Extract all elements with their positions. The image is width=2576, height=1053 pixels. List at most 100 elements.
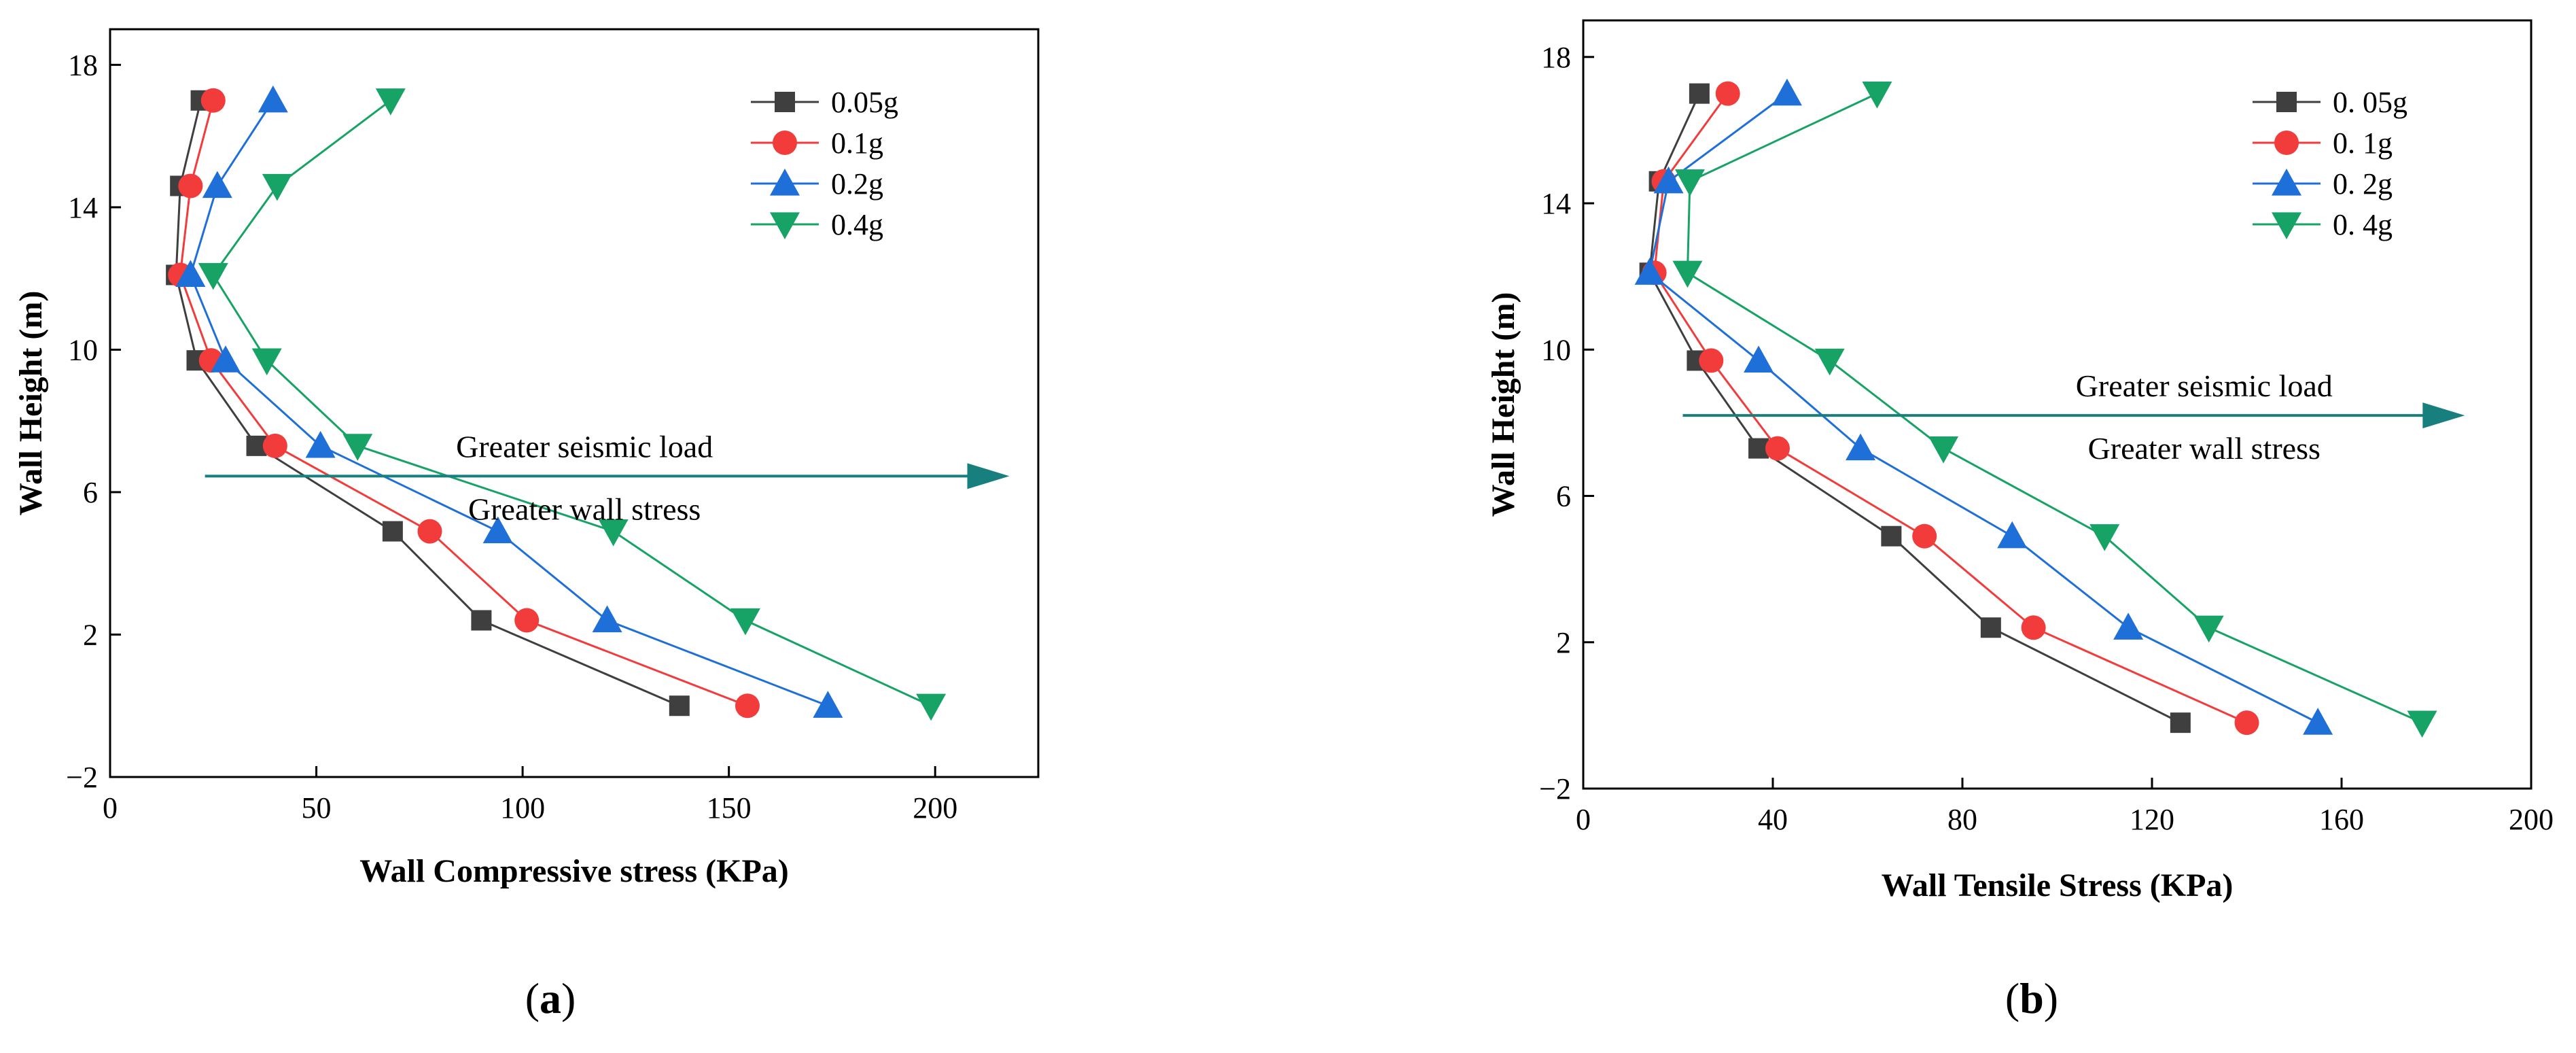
series-4 [1672,82,2437,738]
x-axis-title: Wall Tensile Stress (KPa) [1882,867,2234,903]
data-point-triangle-down [1814,348,1845,376]
data-point-triangle-up [2113,612,2144,640]
annotation-text-load: Greater seismic load [2076,368,2333,403]
series-3 [1634,78,2333,735]
data-point-triangle-up [305,430,336,458]
data-point-circle [178,173,203,198]
data-point-circle [2274,131,2299,155]
y-tick-label: 10 [1541,333,1571,366]
annotation-text-load: Greater seismic load [456,429,713,464]
data-point-triangle-down [1674,169,1705,196]
legend-label: 0.05g [831,86,898,119]
legend-label: 0. 4g [2333,208,2393,241]
data-point-circle [1912,523,1937,549]
data-point-square [1980,617,2001,638]
legend-item-3: 0. 2g [2253,167,2393,201]
panel-b-label: (b) [2005,974,2058,1022]
x-tick-label: 0 [103,791,118,825]
data-point-triangle-up [1653,166,1684,194]
annotation-text-stress: Greater wall stress [468,491,701,526]
data-point-triangle-down [262,173,292,201]
legend-label: 0. 05g [2333,86,2407,119]
series-4 [198,88,947,721]
y-axis-title: Wall Height (m) [1485,292,1521,517]
data-point-square [2170,712,2191,733]
legend-item-2: 0.1g [751,126,883,160]
data-point-circle [773,131,797,155]
data-point-triangle-down [730,608,760,636]
series-line [1648,92,2318,724]
data-point-triangle-down [2272,212,2301,239]
y-tick-label: 18 [1541,41,1571,74]
series-line [1648,92,2181,724]
y-tick-label: 2 [1556,626,1571,659]
data-point-circle [200,88,226,113]
panel-a-label: (a) [525,974,576,1022]
legend-label: 0.1g [831,126,883,160]
legend-item-4: 0.4g [751,208,883,241]
legend-label: 0. 1g [2333,126,2393,160]
y-tick-label: 18 [68,48,98,82]
x-tick-label: 40 [1758,803,1788,836]
data-point-triangle-up [2303,708,2333,735]
data-point-triangle-down [1672,260,1703,288]
data-point-triangle-up [1997,521,2028,549]
legend-label: 0.2g [831,167,883,201]
legend-item-1: 0. 05g [2253,86,2407,119]
series-line [1653,92,2248,724]
data-point-triangle-up [2272,169,2301,196]
annotation-text-stress: Greater wall stress [2088,431,2321,466]
legend-label: 0. 2g [2333,167,2393,201]
data-point-triangle-up [592,605,622,633]
data-point-triangle-up [1771,78,1802,106]
x-tick-label: 80 [1947,803,1977,836]
data-point-triangle-up [482,516,513,544]
x-tick-label: 150 [707,791,752,825]
y-axis-title: Wall Height (m) [13,291,49,516]
x-tick-label: 120 [2130,803,2174,836]
data-point-triangle-up [1744,345,1774,373]
data-point-square [1689,83,1710,104]
data-point-square [669,695,690,717]
plot-frame [1582,19,2533,790]
legend-item-1: 0.05g [751,86,898,119]
data-point-square [382,521,403,542]
legend: 0. 05g 0. 1g 0. 2g 0. 4g [2253,86,2407,241]
data-point-triangle-down [770,212,800,239]
data-point-triangle-up [210,345,241,373]
chart-panel-a: 0 50 100 150 200 −2 2 6 10 14 18 Wall Compressive s… [13,28,1040,889]
data-point-circle [514,608,540,633]
data-point-triangle-up [175,260,206,288]
y-tick-label: −2 [1539,772,1571,806]
data-point-circle [2021,615,2046,640]
chart-panel-b: 0 40 80 120 160 200 −2 2 6 10 14 18 Wall Tensile Str… [1485,19,2554,903]
annotation-arrow-head [2422,402,2465,429]
data-point-triangle-down [598,519,629,547]
data-point-square [775,92,795,112]
x-tick-label: 200 [2509,803,2554,836]
data-point-circle [735,693,760,719]
data-point-circle [417,519,442,544]
data-point-square [471,610,492,631]
series-line [211,99,932,707]
data-point-triangle-down [198,262,228,290]
data-point-triangle-up [1846,433,1876,461]
series-line [179,100,748,707]
legend: 0.05g 0.1g 0.2g 0.4g [751,86,898,241]
x-tick-label: 200 [913,791,957,825]
series-line [175,100,680,707]
x-tick-label: 160 [2319,803,2364,836]
series-3 [175,85,843,718]
y-tick-label: 6 [83,476,98,509]
y-tick-label: 2 [83,618,98,651]
legend-label: 0.4g [831,208,883,241]
data-point-triangle-down [1928,436,1959,464]
data-point-circle [262,433,287,458]
data-point-circle [2234,710,2259,736]
legend-item-4: 0. 4g [2253,208,2393,241]
series-1 [1639,83,2191,733]
y-tick-label: 14 [68,191,98,224]
series-line [189,99,828,707]
series-line [1686,92,2423,724]
